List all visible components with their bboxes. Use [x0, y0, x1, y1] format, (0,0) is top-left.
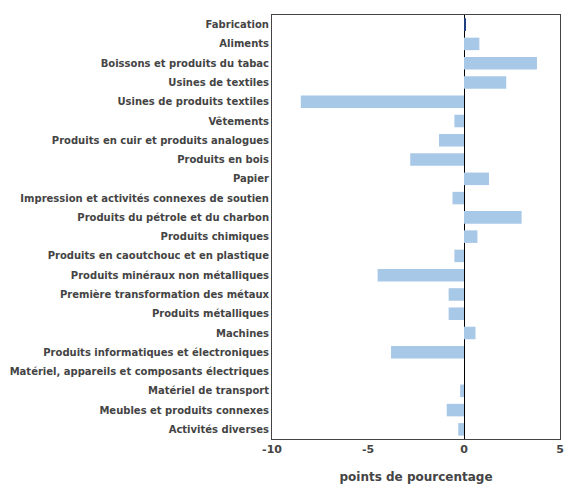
- svg-text:Produits informatiques et élec: Produits informatiques et électroniques: [43, 347, 269, 358]
- svg-text:Fabrication: Fabrication: [206, 19, 269, 30]
- svg-text:Produits en bois: Produits en bois: [177, 154, 269, 165]
- svg-text:Boissons et produits du tabac: Boissons et produits du tabac: [101, 58, 269, 69]
- svg-text:Machines: Machines: [216, 328, 269, 339]
- svg-text:Produits en cuir et produits a: Produits en cuir et produits analogues: [52, 135, 269, 146]
- svg-text:Matériel de transport: Matériel de transport: [148, 385, 269, 396]
- svg-text:Impression et activités connex: Impression et activités connexes de sout…: [20, 193, 269, 204]
- svg-text:Matériel, appareils et composa: Matériel, appareils et composants électr…: [10, 366, 269, 377]
- svg-text:-10: -10: [262, 443, 282, 456]
- svg-text:Vêtements: Vêtements: [208, 116, 269, 127]
- svg-text:Produits en caoutchouc et en p: Produits en caoutchouc et en plastique: [48, 250, 270, 261]
- svg-text:Papier: Papier: [233, 173, 269, 184]
- svg-text:Produits minéraux non métalliq: Produits minéraux non métalliques: [71, 270, 269, 281]
- svg-text:Aliments: Aliments: [219, 38, 269, 49]
- svg-text:Activités diverses: Activités diverses: [169, 424, 269, 435]
- svg-text:Produits du pétrole et du char: Produits du pétrole et du charbon: [77, 212, 269, 223]
- svg-text:Produits chimiques: Produits chimiques: [161, 231, 269, 242]
- svg-text:Usines de textiles: Usines de textiles: [168, 77, 269, 88]
- svg-text:-5: -5: [362, 443, 374, 456]
- svg-text:Usines de produits textiles: Usines de produits textiles: [117, 96, 269, 107]
- svg-text:Produits métalliques: Produits métalliques: [152, 308, 269, 319]
- svg-text:points de pourcentage: points de pourcentage: [339, 470, 492, 484]
- svg-text:5: 5: [556, 443, 564, 456]
- svg-text:Première transformation des mé: Première transformation des métaux: [60, 289, 270, 300]
- svg-text:Meubles et produits connexes: Meubles et produits connexes: [99, 405, 269, 416]
- svg-text:0: 0: [460, 443, 468, 456]
